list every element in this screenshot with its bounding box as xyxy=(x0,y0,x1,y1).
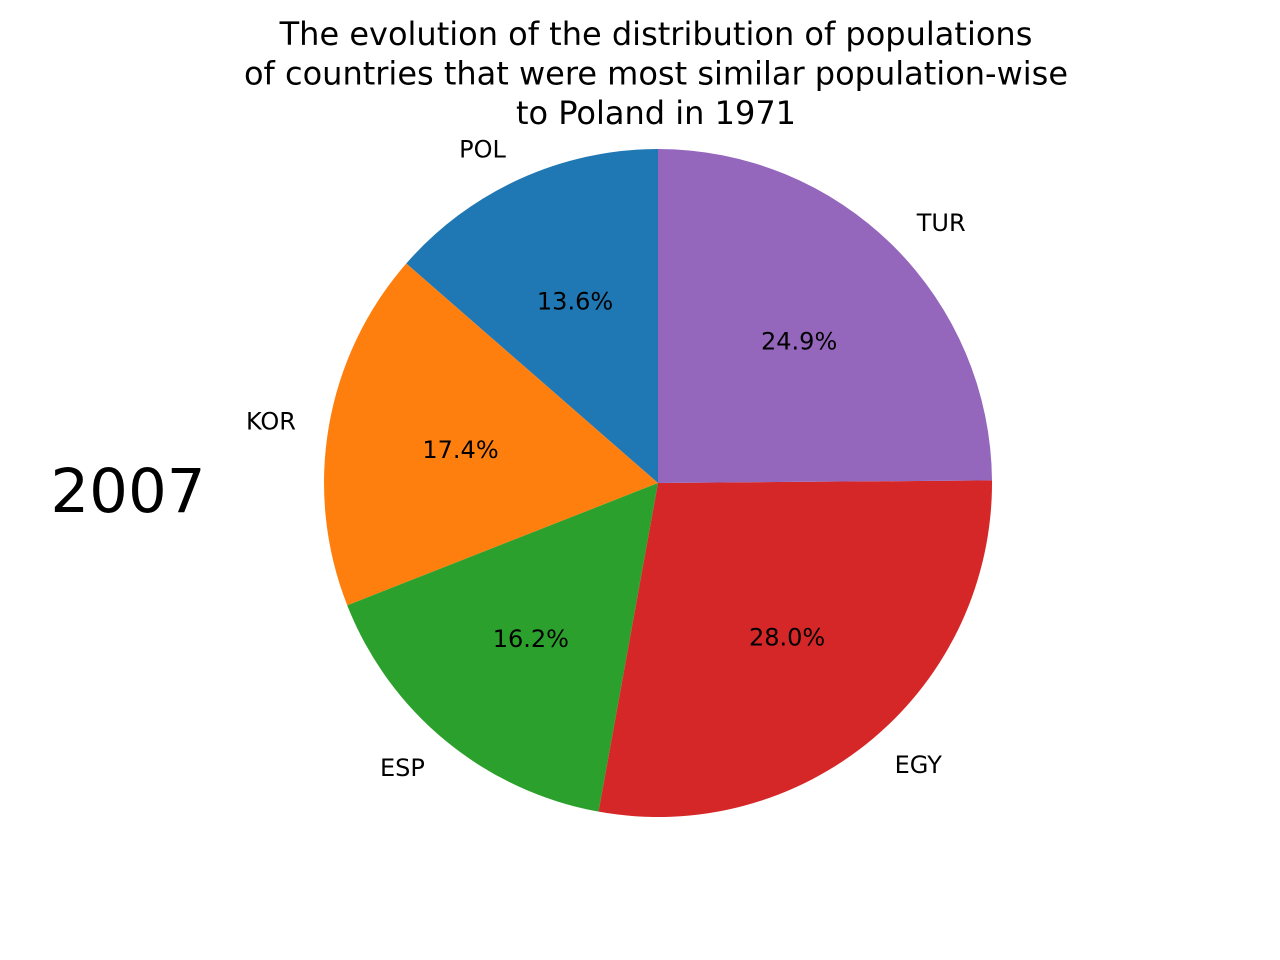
slice-percent-egy: 28.0% xyxy=(749,623,825,651)
slice-label-tur: TUR xyxy=(916,209,966,237)
chart-title-line: The evolution of the distribution of pop… xyxy=(279,15,1033,53)
pie-slice-egy xyxy=(598,480,993,817)
slice-label-esp: ESP xyxy=(380,754,425,782)
slice-label-egy: EGY xyxy=(895,751,943,779)
slice-label-kor: KOR xyxy=(246,407,296,435)
pie-slice-pol xyxy=(406,149,658,483)
pie-labels: POL 13.6% KOR 17.4% ESP 16.2% EGY 28.0% TUR 24.9% xyxy=(246,136,966,782)
pie-slices xyxy=(324,149,993,817)
pie-slice-tur xyxy=(658,149,992,483)
chart-title-line: to Poland in 1971 xyxy=(516,94,796,132)
slice-percent-tur: 24.9% xyxy=(761,328,837,356)
slice-percent-kor: 17.4% xyxy=(422,436,498,464)
slice-percent-esp: 16.2% xyxy=(493,625,569,653)
slice-percent-pol: 13.6% xyxy=(537,288,613,316)
chart-title-line: of countries that were most similar popu… xyxy=(244,55,1068,93)
chart-title: The evolution of the distribution of pop… xyxy=(244,15,1068,132)
year-annotation: 2007 xyxy=(50,456,205,527)
pie-slice-kor xyxy=(324,263,658,606)
slice-label-pol: POL xyxy=(459,136,506,164)
pie-slice-esp xyxy=(347,483,658,812)
